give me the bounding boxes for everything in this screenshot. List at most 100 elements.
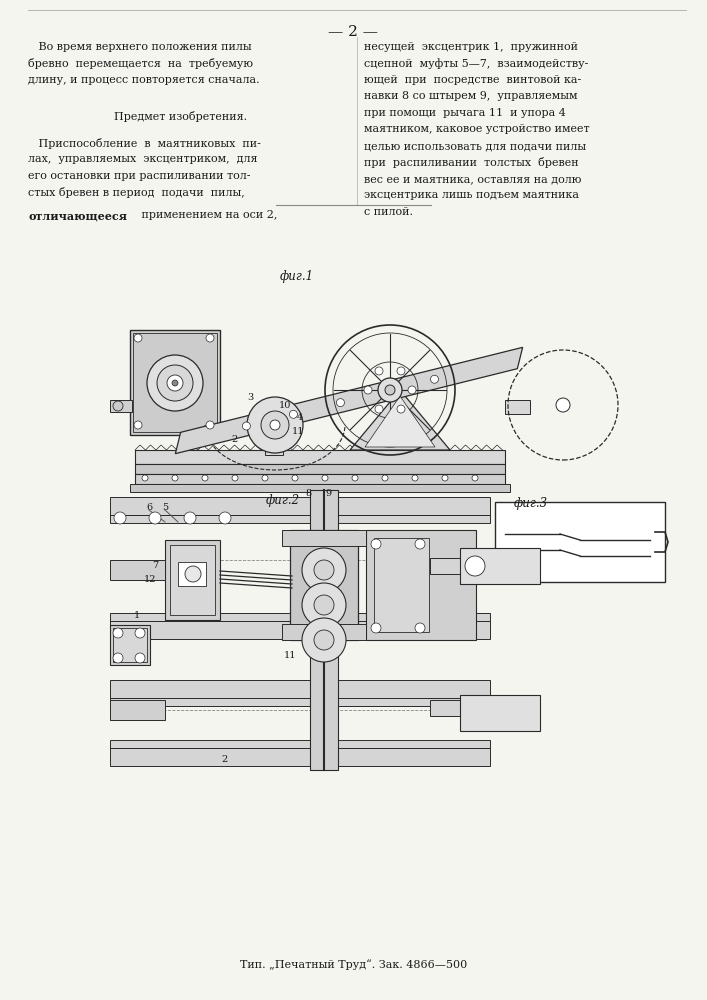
Circle shape xyxy=(114,512,126,524)
Text: 4: 4 xyxy=(297,414,303,422)
Circle shape xyxy=(172,380,178,386)
Bar xyxy=(110,680,490,698)
Circle shape xyxy=(172,475,178,481)
Text: фиг.2: фиг.2 xyxy=(266,494,300,507)
Circle shape xyxy=(219,512,231,524)
Text: его остановки при распиливании тол-: его остановки при распиливании тол- xyxy=(28,171,251,181)
Text: отличающееся: отличающееся xyxy=(28,210,127,221)
Circle shape xyxy=(322,475,328,481)
Text: длину, и процесс повторяется сначала.: длину, и процесс повторяется сначала. xyxy=(28,75,260,85)
Text: 10: 10 xyxy=(279,400,291,410)
Text: 7: 7 xyxy=(152,560,158,570)
Text: фиг.3: фиг.3 xyxy=(513,497,547,510)
Text: сцепной  муфты 5—7,  взаимодейству-: сцепной муфты 5—7, взаимодейству- xyxy=(364,58,588,69)
Bar xyxy=(130,330,220,435)
Bar xyxy=(110,621,490,639)
Text: вес ее и маятника, оставляя на долю: вес ее и маятника, оставляя на долю xyxy=(364,174,581,184)
Text: 11: 11 xyxy=(292,428,304,436)
Circle shape xyxy=(142,475,148,481)
Circle shape xyxy=(415,623,425,633)
Text: 3: 3 xyxy=(247,393,253,402)
Circle shape xyxy=(206,334,214,342)
Circle shape xyxy=(364,386,372,394)
Bar xyxy=(133,333,217,432)
Bar xyxy=(505,400,530,414)
Circle shape xyxy=(135,653,145,663)
Bar xyxy=(374,538,429,632)
Bar xyxy=(110,560,165,580)
Circle shape xyxy=(385,385,395,395)
Circle shape xyxy=(247,397,303,453)
Text: стых бревен в период  подачи  пилы,: стых бревен в период подачи пилы, xyxy=(28,187,245,198)
Bar xyxy=(110,515,490,523)
Circle shape xyxy=(167,375,183,391)
Bar xyxy=(110,613,490,621)
Polygon shape xyxy=(350,390,450,450)
Circle shape xyxy=(270,420,280,430)
Circle shape xyxy=(375,367,383,375)
Circle shape xyxy=(113,653,123,663)
Circle shape xyxy=(147,355,203,411)
Circle shape xyxy=(134,334,142,342)
Circle shape xyxy=(397,405,405,413)
Bar xyxy=(110,748,490,766)
Circle shape xyxy=(184,512,196,524)
Text: Во время верхнего положения пилы: Во время верхнего положения пилы xyxy=(28,42,252,52)
Circle shape xyxy=(378,378,402,402)
Circle shape xyxy=(382,475,388,481)
Bar xyxy=(170,545,215,615)
Bar xyxy=(130,484,510,492)
Text: Тип. „Печатный Труд“. Зак. 4866—500: Тип. „Печатный Труд“. Зак. 4866—500 xyxy=(240,959,467,970)
Bar xyxy=(110,497,490,515)
Text: 8: 8 xyxy=(305,488,311,497)
Bar xyxy=(265,435,283,455)
Circle shape xyxy=(412,475,418,481)
Text: 1: 1 xyxy=(134,610,140,619)
Bar xyxy=(430,558,500,574)
Bar xyxy=(310,490,338,770)
Circle shape xyxy=(383,387,392,395)
Circle shape xyxy=(397,367,405,375)
Circle shape xyxy=(302,548,346,592)
Circle shape xyxy=(135,628,145,638)
Text: с пилой.: с пилой. xyxy=(364,207,413,217)
Bar xyxy=(460,695,540,731)
Circle shape xyxy=(352,475,358,481)
Circle shape xyxy=(408,386,416,394)
Circle shape xyxy=(472,475,478,481)
Bar xyxy=(282,624,366,640)
Circle shape xyxy=(206,421,214,429)
Text: — 2 —: — 2 — xyxy=(329,25,378,39)
Bar xyxy=(110,740,490,748)
Circle shape xyxy=(415,539,425,549)
Circle shape xyxy=(375,405,383,413)
Polygon shape xyxy=(365,396,435,447)
Text: маятником, каковое устройство имеет: маятником, каковое устройство имеет xyxy=(364,124,590,134)
Text: 2: 2 xyxy=(222,756,228,764)
Bar xyxy=(430,700,500,716)
Circle shape xyxy=(302,618,346,662)
Circle shape xyxy=(113,628,123,638)
Text: Приспособление  в  маятниковых  пи-: Приспособление в маятниковых пи- xyxy=(28,138,261,149)
Circle shape xyxy=(314,630,334,650)
Circle shape xyxy=(371,623,381,633)
Text: ющей  при  посредстве  винтовой ка-: ющей при посредстве винтовой ка- xyxy=(364,75,581,85)
Circle shape xyxy=(314,560,334,580)
Bar xyxy=(135,450,505,464)
Circle shape xyxy=(465,556,485,576)
Text: при помощи  рычага 11  и упора 4: при помощи рычага 11 и упора 4 xyxy=(364,108,566,118)
Circle shape xyxy=(202,475,208,481)
Bar xyxy=(110,625,150,665)
Bar xyxy=(135,474,505,484)
Circle shape xyxy=(243,422,250,430)
Bar xyxy=(495,502,665,582)
Bar xyxy=(110,400,132,412)
Bar xyxy=(282,530,366,546)
Bar xyxy=(135,464,505,474)
Text: Предмет изобретения.: Предмет изобретения. xyxy=(114,111,247,122)
Bar xyxy=(113,628,147,662)
Bar xyxy=(460,548,540,584)
Circle shape xyxy=(292,475,298,481)
Text: лах,  управляемых  эксцентриком,  для: лах, управляемых эксцентриком, для xyxy=(28,154,258,164)
Text: навки 8 со штырем 9,  управляемым: навки 8 со штырем 9, управляемым xyxy=(364,91,578,101)
